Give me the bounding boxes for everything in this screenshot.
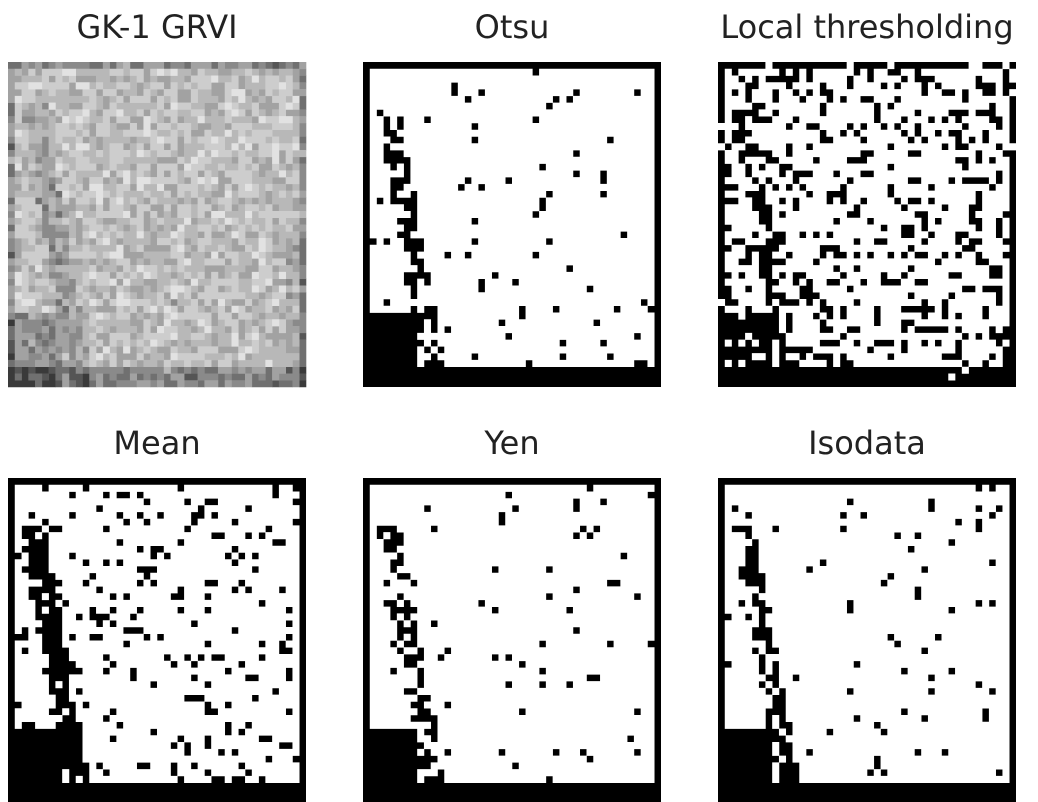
panel-image (718, 62, 1016, 387)
panel-image (363, 62, 661, 387)
page: GK-1 GRVI Otsu Local thresholding Mean Yen Is… (0, 0, 1038, 802)
figure: GK-1 GRVI Otsu Local thresholding Mean Yen Is… (0, 0, 1038, 802)
panel-title: GK-1 GRVI (76, 8, 237, 46)
panel-image (363, 478, 661, 802)
panel-title: Yen (483, 424, 539, 462)
panel-image (718, 478, 1016, 802)
panel-title: Mean (113, 424, 200, 462)
panel-image (8, 478, 306, 802)
panel-title: Local thresholding (720, 8, 1013, 46)
panel-title: Isodata (808, 424, 926, 462)
panel-image (8, 62, 306, 387)
panel-title: Otsu (475, 8, 550, 46)
